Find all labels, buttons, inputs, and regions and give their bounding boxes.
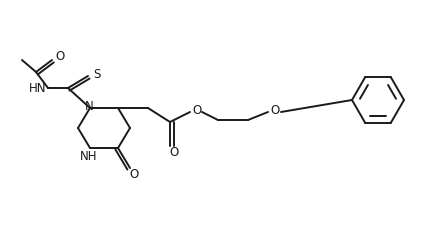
Text: O: O (271, 104, 279, 117)
Text: O: O (192, 104, 202, 117)
Text: O: O (169, 147, 179, 160)
Text: HN: HN (29, 82, 47, 95)
Text: N: N (85, 101, 93, 114)
Text: S: S (93, 68, 100, 82)
Text: O: O (56, 49, 64, 63)
Text: NH: NH (80, 150, 98, 163)
Text: O: O (129, 169, 139, 182)
